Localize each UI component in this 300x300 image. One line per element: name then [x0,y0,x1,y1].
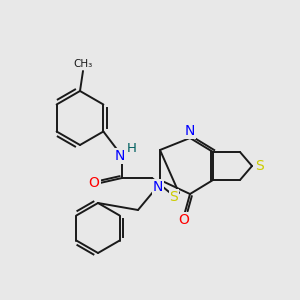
Text: N: N [115,149,125,163]
Text: O: O [178,213,189,227]
Text: H: H [127,142,137,155]
Text: S: S [256,159,264,173]
Text: O: O [88,176,99,190]
Text: CH₃: CH₃ [74,59,93,69]
Text: S: S [169,190,178,204]
Text: N: N [153,180,163,194]
Text: N: N [185,124,195,138]
